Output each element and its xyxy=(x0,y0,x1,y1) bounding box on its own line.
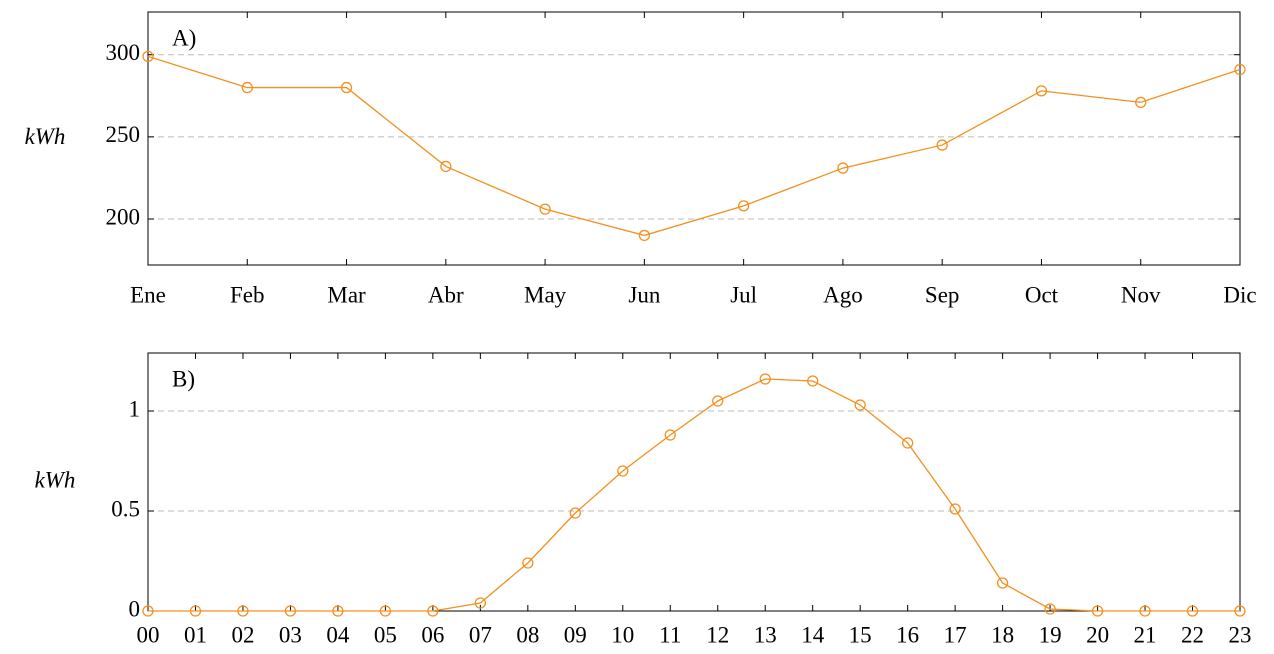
x-tick-label: 00 xyxy=(137,622,160,647)
data-point xyxy=(142,605,154,617)
data-point xyxy=(638,229,651,242)
y-axis-label: kWh xyxy=(25,124,66,149)
x-tick-label: 17 xyxy=(944,622,967,647)
x-tick-label: 08 xyxy=(516,622,539,647)
x-tick-label: Nov xyxy=(1121,282,1161,307)
x-tick-label: Mar xyxy=(327,282,366,307)
x-tick-label: Ene xyxy=(130,282,166,307)
y-tick-label: 200 xyxy=(106,204,141,229)
data-point xyxy=(712,395,724,407)
panel-label: B) xyxy=(172,366,195,391)
x-tick-label: Jul xyxy=(730,282,757,307)
data-point xyxy=(1091,605,1104,617)
data-point xyxy=(379,605,392,617)
data-point xyxy=(949,503,961,515)
data-point xyxy=(1044,603,1056,615)
data-point xyxy=(1186,605,1199,617)
data-point xyxy=(1135,96,1147,109)
x-tick-label: 02 xyxy=(231,622,254,647)
x-tick-label: 21 xyxy=(1134,622,1157,647)
data-point xyxy=(759,373,771,385)
data-point xyxy=(936,139,948,151)
x-tick-label: 09 xyxy=(564,622,587,647)
x-tick-label: Sep xyxy=(925,282,960,307)
data-point xyxy=(1234,63,1246,76)
data-point xyxy=(1139,605,1151,617)
x-tick-label: 03 xyxy=(279,622,302,647)
data-point xyxy=(241,81,253,94)
x-tick-label: 12 xyxy=(706,622,729,647)
data-point xyxy=(854,399,866,411)
x-tick-label: Dic xyxy=(1223,282,1256,307)
x-tick-label: 11 xyxy=(659,622,681,647)
data-point xyxy=(996,577,1009,589)
data-point xyxy=(474,597,486,609)
y-tick-label: 0 xyxy=(129,596,141,621)
data-point xyxy=(902,437,914,449)
data-point xyxy=(332,605,344,617)
data-point xyxy=(539,203,551,215)
data-point xyxy=(142,50,154,63)
x-tick-label: 01 xyxy=(184,622,207,647)
x-tick-label: 14 xyxy=(801,622,825,647)
plot-frame xyxy=(147,11,1241,266)
x-tick-label: Ago xyxy=(823,282,863,307)
x-tick-label: 04 xyxy=(326,622,350,647)
data-point xyxy=(807,375,819,387)
data-line xyxy=(148,378,1240,612)
x-tick-label: 16 xyxy=(896,622,919,647)
data-point xyxy=(189,605,202,617)
panel-label: A) xyxy=(172,25,196,50)
y-axis-label: kWh xyxy=(35,467,76,492)
x-tick-label: Abr xyxy=(428,282,464,307)
x-tick-label: Oct xyxy=(1025,282,1059,307)
y-tick-label: 1 xyxy=(129,396,141,421)
data-point xyxy=(617,465,629,477)
y-tick-label: 0.5 xyxy=(111,496,140,521)
data-point xyxy=(522,557,534,569)
x-tick-label: May xyxy=(524,282,567,307)
data-line xyxy=(147,55,1241,237)
y-tick-label: 300 xyxy=(106,40,141,65)
data-point xyxy=(1035,85,1048,97)
data-point xyxy=(340,81,353,94)
x-tick-label: 05 xyxy=(374,622,397,647)
x-tick-label: 22 xyxy=(1181,622,1204,647)
data-point xyxy=(569,507,581,519)
x-tick-label: 20 xyxy=(1086,622,1109,647)
data-point xyxy=(284,605,297,617)
x-tick-label: 18 xyxy=(991,622,1014,647)
x-tick-label: 13 xyxy=(754,622,777,647)
plot-frame xyxy=(147,352,1241,612)
x-tick-label: Jun xyxy=(628,282,660,307)
x-tick-label: 19 xyxy=(1039,622,1062,647)
data-point xyxy=(427,605,439,617)
y-tick-label: 250 xyxy=(106,122,141,147)
x-tick-label: 15 xyxy=(849,622,872,647)
data-point xyxy=(837,162,849,174)
data-point xyxy=(737,200,750,212)
x-tick-label: 10 xyxy=(611,622,634,647)
data-point xyxy=(664,429,676,441)
data-point xyxy=(440,160,452,173)
data-point xyxy=(237,605,249,617)
data-point xyxy=(1234,605,1246,617)
x-tick-label: 23 xyxy=(1229,622,1252,647)
x-tick-label: 06 xyxy=(421,622,444,647)
x-tick-label: 07 xyxy=(469,622,492,647)
x-tick-label: Feb xyxy=(230,282,265,307)
